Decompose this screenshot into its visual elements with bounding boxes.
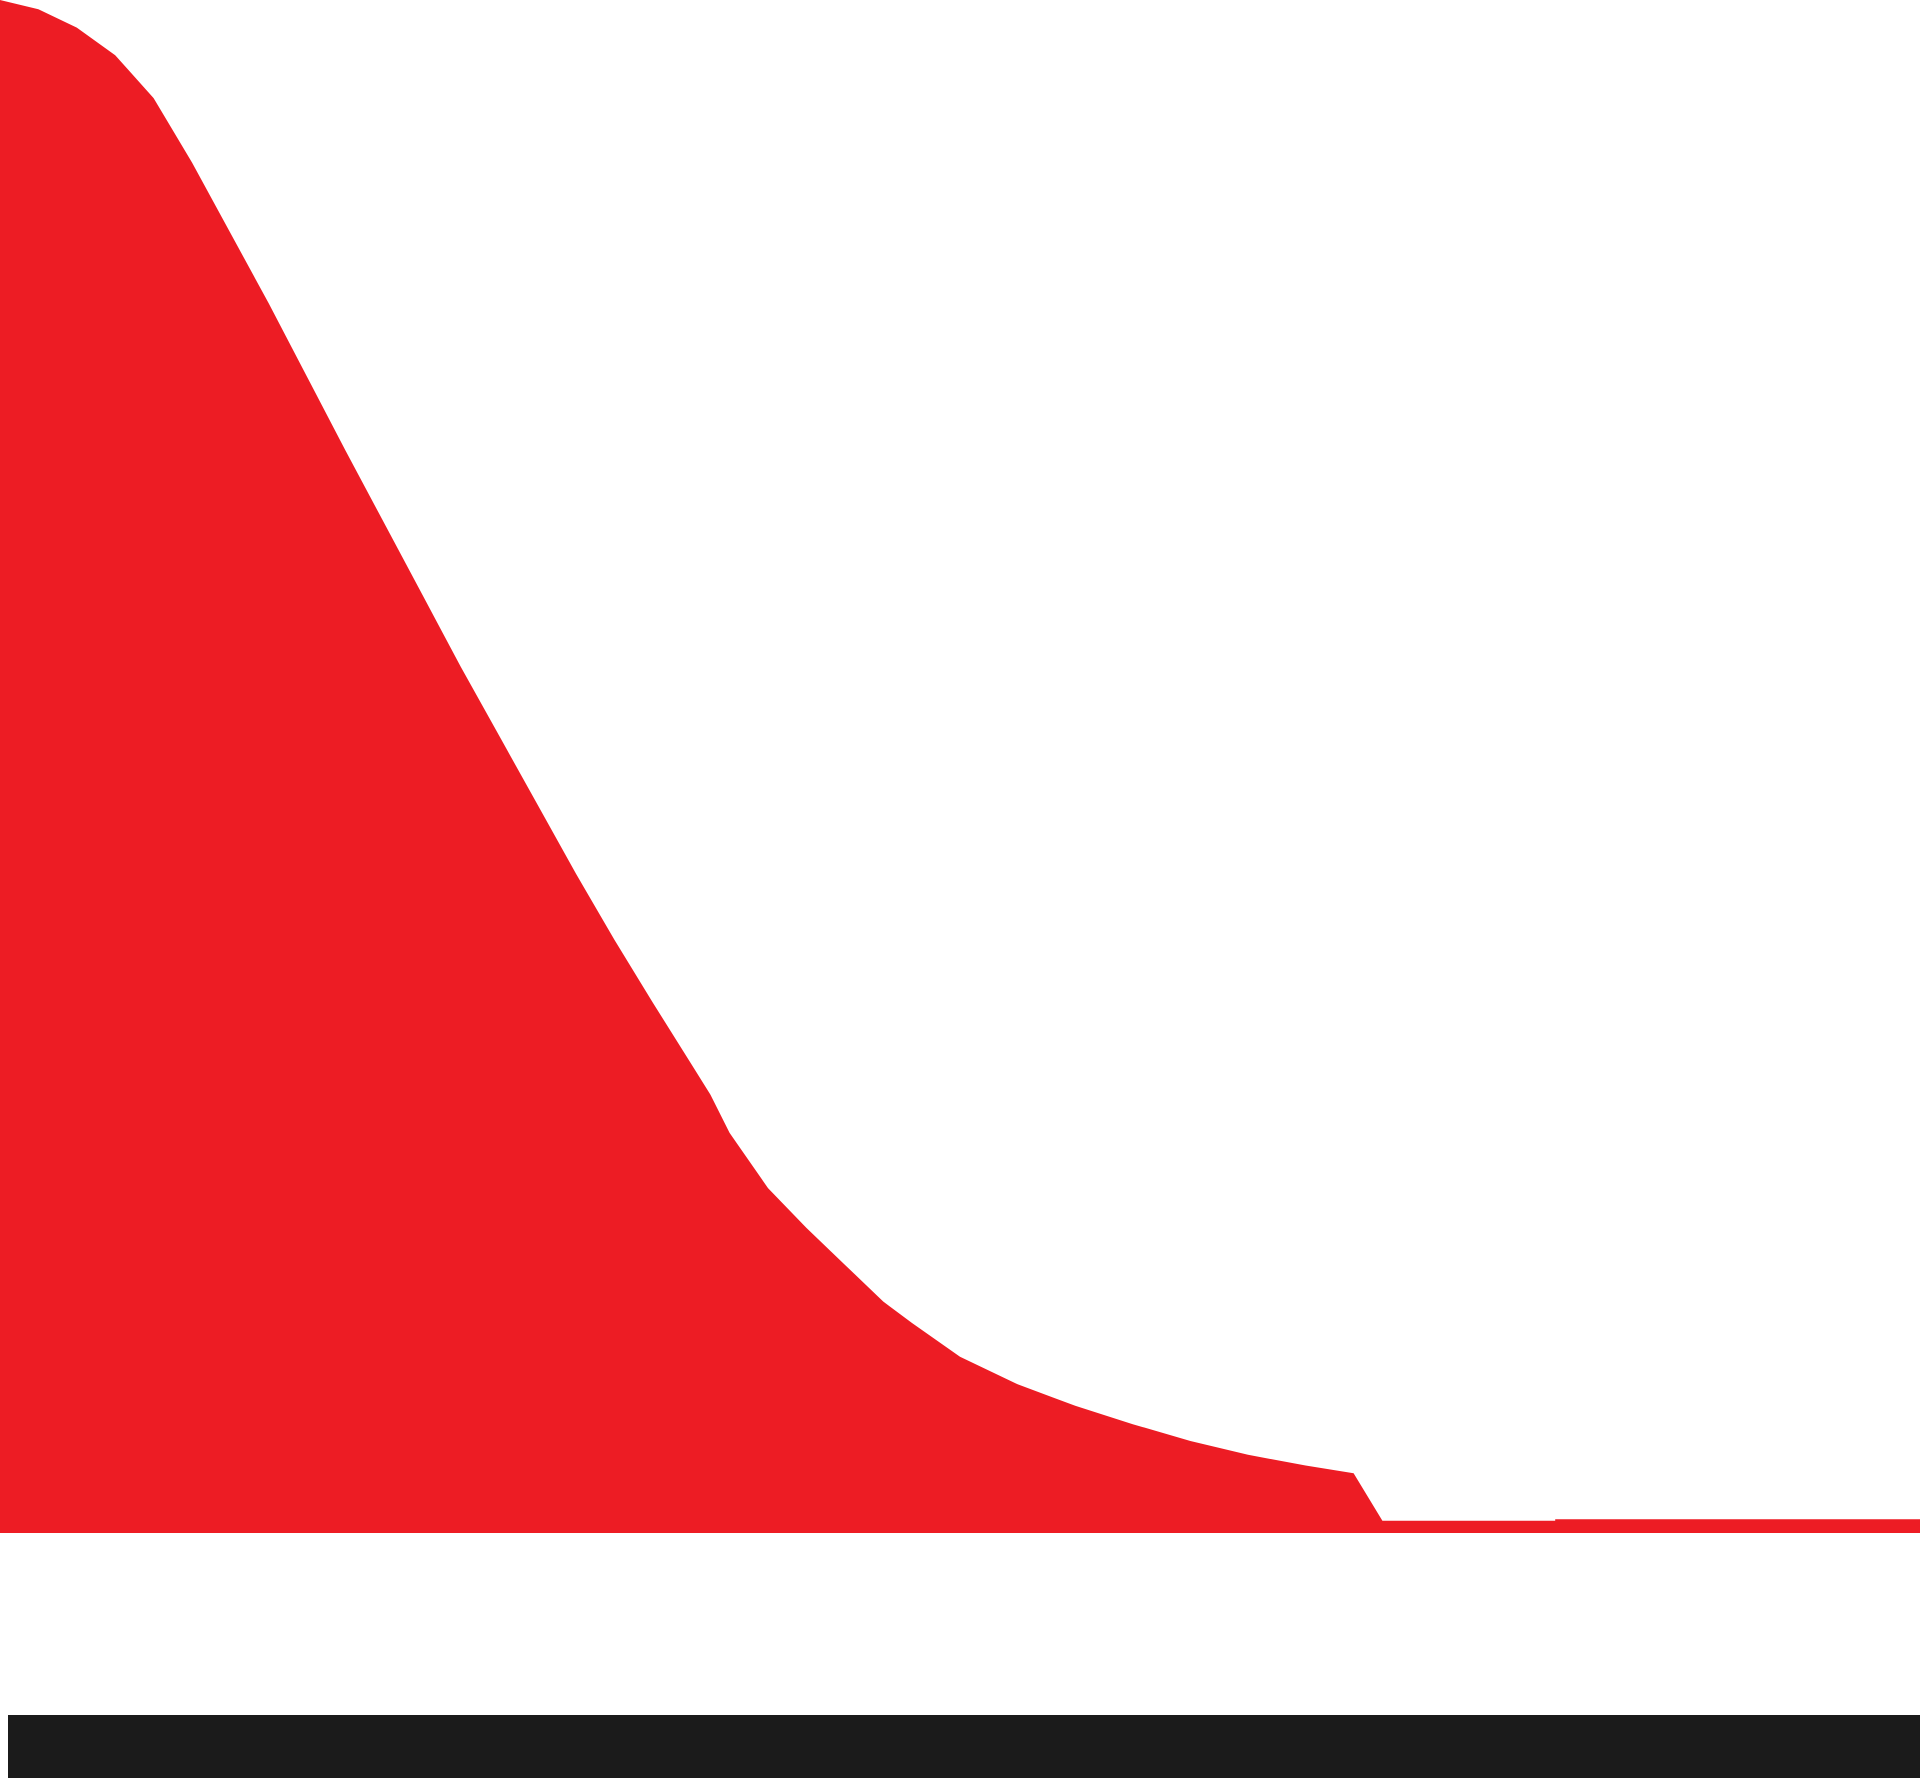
baseline-bar	[8, 1715, 1920, 1778]
series-area-0	[0, 0, 1920, 1533]
